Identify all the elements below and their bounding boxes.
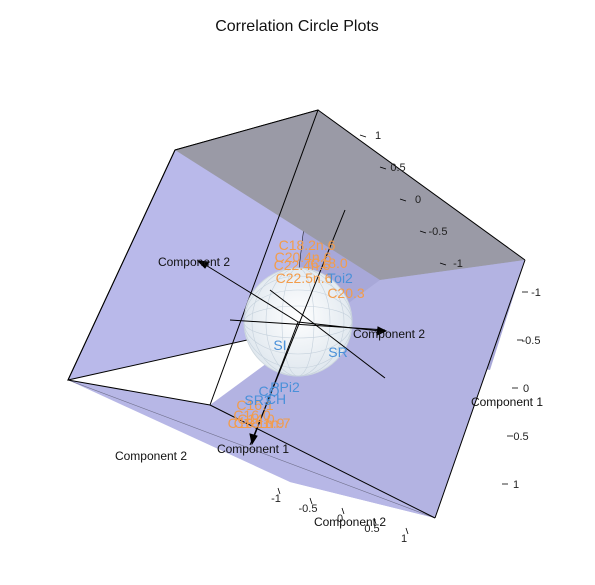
tick-label: 0.5 (364, 523, 379, 535)
variable-label: SI (273, 337, 286, 353)
tick-label: -1 (531, 287, 541, 299)
variable-label: C14.0 (237, 411, 275, 427)
sphere-mesh (243, 267, 353, 377)
tick-label: 0 (523, 383, 529, 395)
cube-edge (174, 109, 319, 151)
tick-label: 0 (337, 513, 343, 525)
tick-label: 1 (513, 479, 519, 491)
axis-label-component-1-bottom: Component 1 (217, 442, 289, 456)
tick-mark (399, 198, 407, 202)
variable-label: Toi2 (327, 270, 353, 286)
variable-label: CH (266, 391, 286, 407)
variable-label: C16.1 (236, 397, 274, 413)
cube-edge (209, 404, 436, 519)
tick-mark (373, 517, 377, 525)
tick-mark (419, 230, 427, 234)
tick-mark (379, 166, 387, 170)
tick-label: -0.5 (522, 335, 541, 347)
cube-edge (434, 259, 526, 519)
axis-label-component-2-outer: Component 2 (115, 449, 187, 463)
cube-edge (67, 379, 436, 519)
tick-label: -0.5 (299, 503, 318, 515)
variable-label: CO (259, 383, 280, 399)
variable-label: C20.3 (327, 285, 365, 301)
axis-label-component-2-left: Component 2 (158, 255, 230, 269)
component-labels: Component 2 Component 2 Component 1 Comp… (115, 255, 543, 529)
cube-edge (67, 149, 176, 381)
axis-label-component-2-right: Component 2 (353, 327, 425, 341)
variable-label: PPi2 (270, 379, 300, 395)
tick-label: 0 (415, 194, 421, 206)
variable-label: C18.1n.7 (234, 415, 291, 431)
tick-label: 1 (375, 130, 381, 142)
tick-mark (359, 134, 367, 138)
chart-title: Correlation Circle Plots (215, 18, 379, 35)
tick-label: 1 (401, 533, 407, 545)
tick-mark (341, 507, 345, 515)
cube-edge (317, 109, 526, 261)
tick-label: 0.5 (513, 431, 528, 443)
cube-face-bottom (68, 380, 435, 518)
variable-label: C18.2n.6 (279, 237, 336, 253)
tick-mark (439, 262, 447, 266)
tick-mark (309, 497, 313, 505)
variable-label: SR (328, 344, 347, 360)
tick-label: 0.5 (390, 162, 405, 174)
tick-label: -1 (453, 258, 463, 270)
variable-label: C18.0 (310, 255, 348, 271)
variable-label: C16.0 (233, 407, 271, 423)
variable-label: C22.4n.6 (274, 257, 331, 273)
variable-label: C18.1n.9 (228, 415, 285, 431)
axis-label-component-1-right: Component 1 (471, 395, 543, 409)
variable-label: C22.5n.6 (276, 270, 333, 286)
tick-label: -1 (271, 493, 281, 505)
component-arrows (196, 260, 388, 446)
variable-label: C20.4n.6 (275, 249, 332, 265)
cube-edge (67, 379, 211, 406)
cube-edge (209, 109, 319, 406)
tick-mark (277, 487, 281, 495)
tick-label: -0.5 (429, 226, 448, 238)
variable-labels: C18.2n.6C20.4n.6C22.4n.6C18.0C22.5n.6C20… (228, 237, 365, 431)
tick-labels: 1 0.5 0 -0.5 -1 -1 -0.5 0 0.5 1 -1 -0.5 0 0.5 1 (271, 130, 541, 545)
cube-face-top (175, 110, 525, 280)
axis-label-component-2-bottom: Component 2 (314, 515, 386, 529)
variable-label: SR3 (244, 392, 271, 408)
tick-mark (405, 527, 409, 535)
